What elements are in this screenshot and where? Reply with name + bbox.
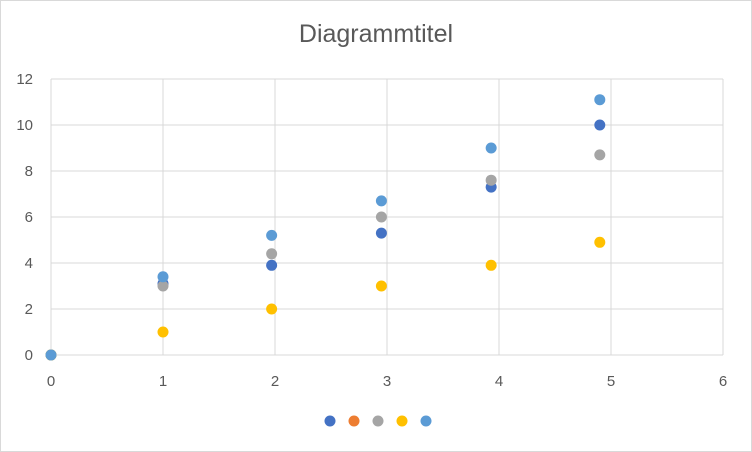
- x-tick-label: 6: [719, 373, 727, 390]
- data-point-series-3: [375, 211, 387, 223]
- x-tick-label: 1: [159, 373, 167, 390]
- y-tick-label: 12: [16, 71, 33, 88]
- x-tick-label: 5: [607, 373, 615, 390]
- data-point-series-4: [375, 280, 387, 292]
- legend: [324, 415, 432, 427]
- data-point-series-5: [266, 229, 278, 241]
- data-point-series-3: [594, 149, 606, 161]
- data-point-series-1: [375, 227, 387, 239]
- legend-marker-series-3: [372, 415, 384, 427]
- data-point-series-5: [45, 349, 57, 361]
- data-point-series-1: [594, 119, 606, 131]
- data-point-series-4: [266, 303, 278, 315]
- chart-title: Diagrammtitel: [298, 20, 454, 48]
- data-point-series-3: [266, 248, 278, 260]
- data-point-series-5: [375, 195, 387, 207]
- legend-marker-series-4: [396, 415, 408, 427]
- y-tick-label: 6: [25, 209, 33, 226]
- data-point-series-3: [485, 174, 497, 186]
- x-tick-label: 0: [47, 373, 55, 390]
- x-tick-label: 2: [271, 373, 279, 390]
- data-point-series-4: [485, 259, 497, 271]
- data-point-series-3: [157, 280, 169, 292]
- data-point-series-5: [157, 271, 169, 283]
- data-point-series-4: [594, 236, 606, 248]
- x-tick-labels: 0 1 2 3 4 5 6: [47, 373, 727, 390]
- legend-marker-series-1: [324, 415, 336, 427]
- data-point-series-1: [266, 259, 278, 271]
- y-tick-label: 10: [16, 117, 33, 134]
- data-point-series-4: [157, 326, 169, 338]
- data-points: [45, 94, 606, 361]
- gridlines: [50, 78, 724, 356]
- data-point-series-5: [485, 142, 497, 154]
- y-tick-label: 8: [25, 163, 33, 180]
- legend-marker-series-2: [348, 415, 360, 427]
- y-tick-labels: 0 2 4 6 8 10 12: [16, 71, 33, 364]
- y-tick-label: 2: [25, 301, 33, 318]
- y-tick-label: 0: [25, 347, 33, 364]
- x-tick-label: 4: [495, 373, 503, 390]
- legend-marker-series-5: [420, 415, 432, 427]
- data-point-series-5: [594, 94, 606, 106]
- y-tick-label: 4: [25, 255, 33, 272]
- x-tick-label: 3: [383, 373, 391, 390]
